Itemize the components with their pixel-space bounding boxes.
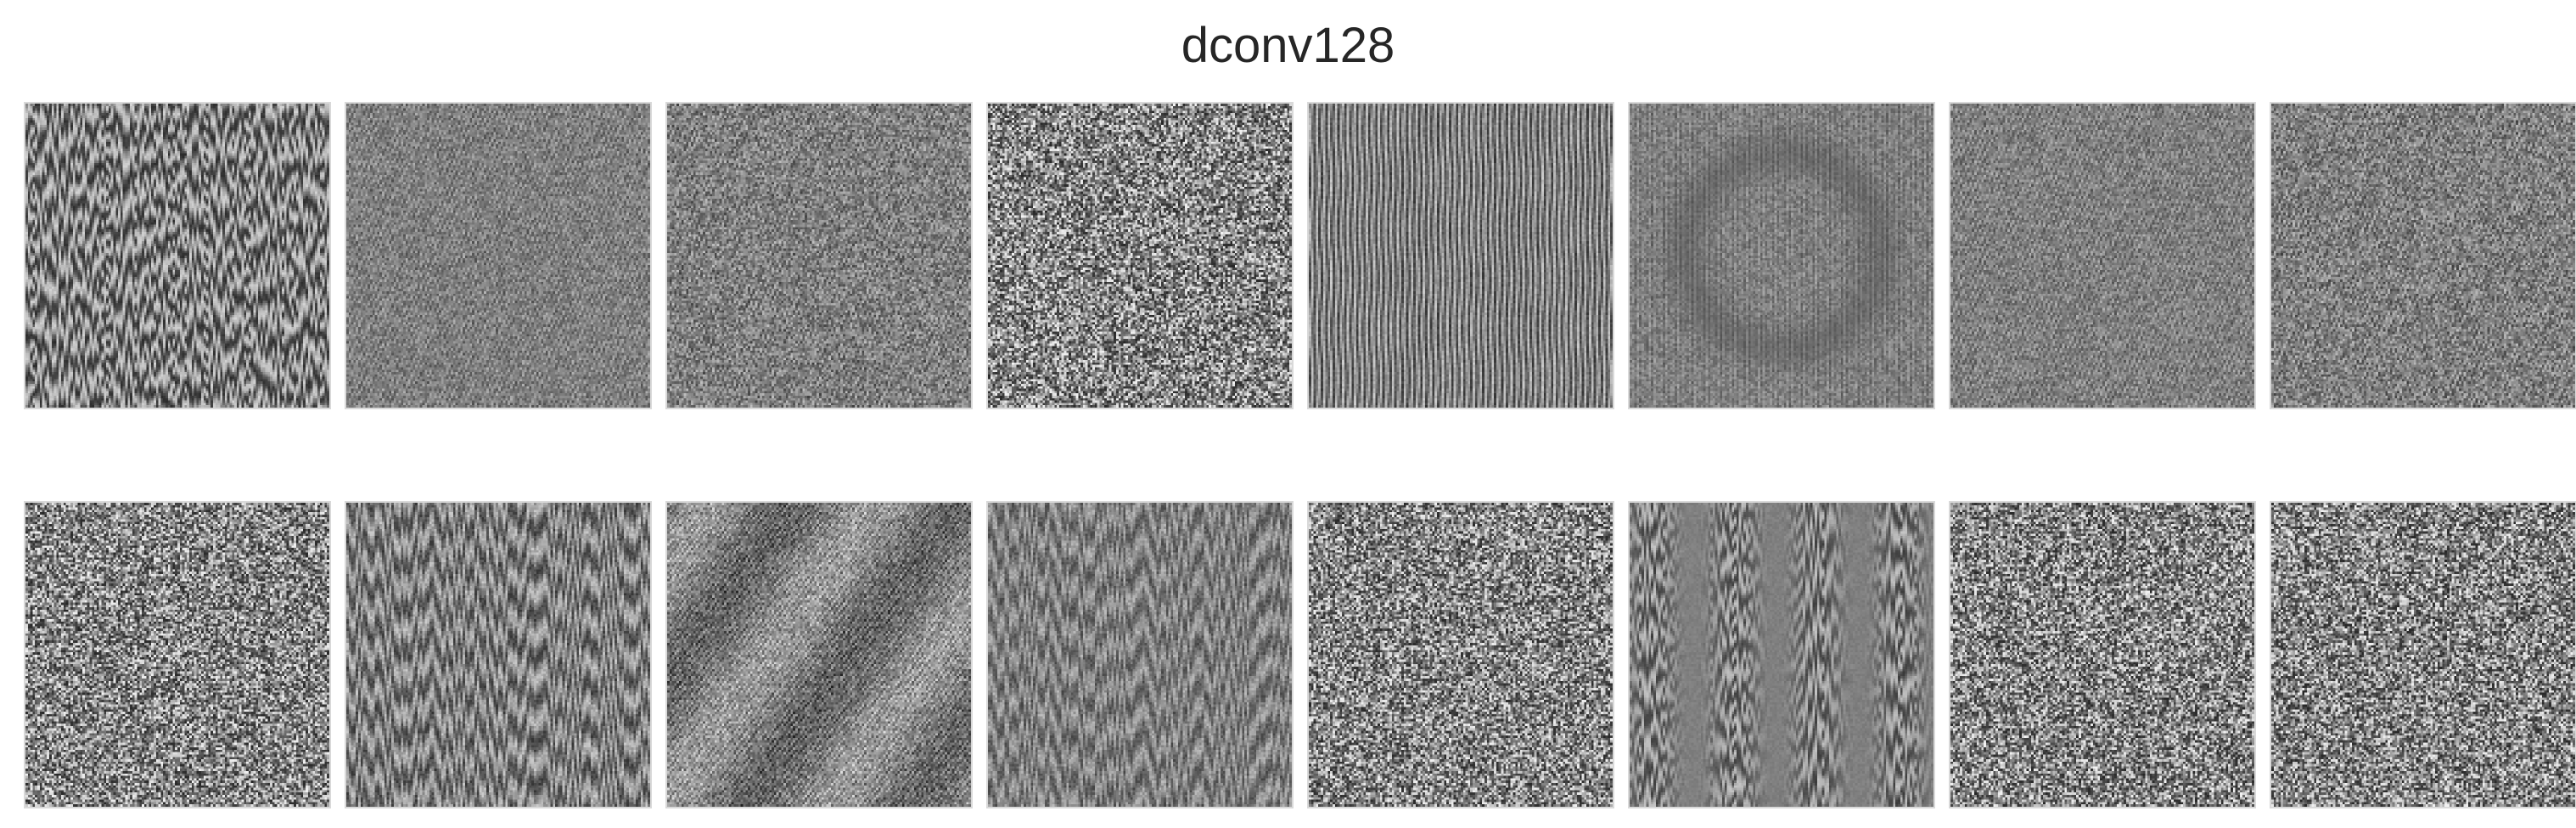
feature-map-image <box>1950 104 2254 408</box>
feature-map-tile <box>1949 501 2256 808</box>
activation-grid <box>24 102 2576 815</box>
feature-map-tile <box>665 501 973 808</box>
feature-map-tile <box>345 102 652 409</box>
feature-map-image <box>2271 104 2575 408</box>
figure-title: dconv128 <box>1181 18 1395 73</box>
feature-map-image <box>1309 503 1613 807</box>
feature-map-tile <box>986 501 1294 808</box>
feature-map-image <box>667 104 971 408</box>
feature-map-image <box>1630 104 1933 408</box>
feature-map-tile <box>1307 102 1614 409</box>
feature-map-tile <box>345 501 652 808</box>
feature-map-image <box>667 503 971 807</box>
feature-map-tile <box>986 102 1294 409</box>
feature-map-tile <box>24 102 331 409</box>
feature-map-tile <box>24 501 331 808</box>
feature-map-tile <box>665 102 973 409</box>
feature-map-tile <box>1628 501 1935 808</box>
feature-map-image <box>1630 503 1933 807</box>
feature-map-image <box>988 104 1292 408</box>
feature-map-image <box>1309 104 1613 408</box>
feature-map-tile <box>1949 102 2256 409</box>
feature-map-tile <box>1628 102 1935 409</box>
feature-map-image <box>988 503 1292 807</box>
feature-map-tile <box>2270 102 2576 409</box>
feature-map-image <box>25 104 329 408</box>
feature-map-image <box>25 503 329 807</box>
feature-map-image <box>346 104 650 408</box>
feature-map-image <box>346 503 650 807</box>
feature-map-image <box>1950 503 2254 807</box>
feature-map-image <box>2271 503 2575 807</box>
feature-map-tile <box>2270 501 2576 808</box>
feature-map-tile <box>1307 501 1614 808</box>
